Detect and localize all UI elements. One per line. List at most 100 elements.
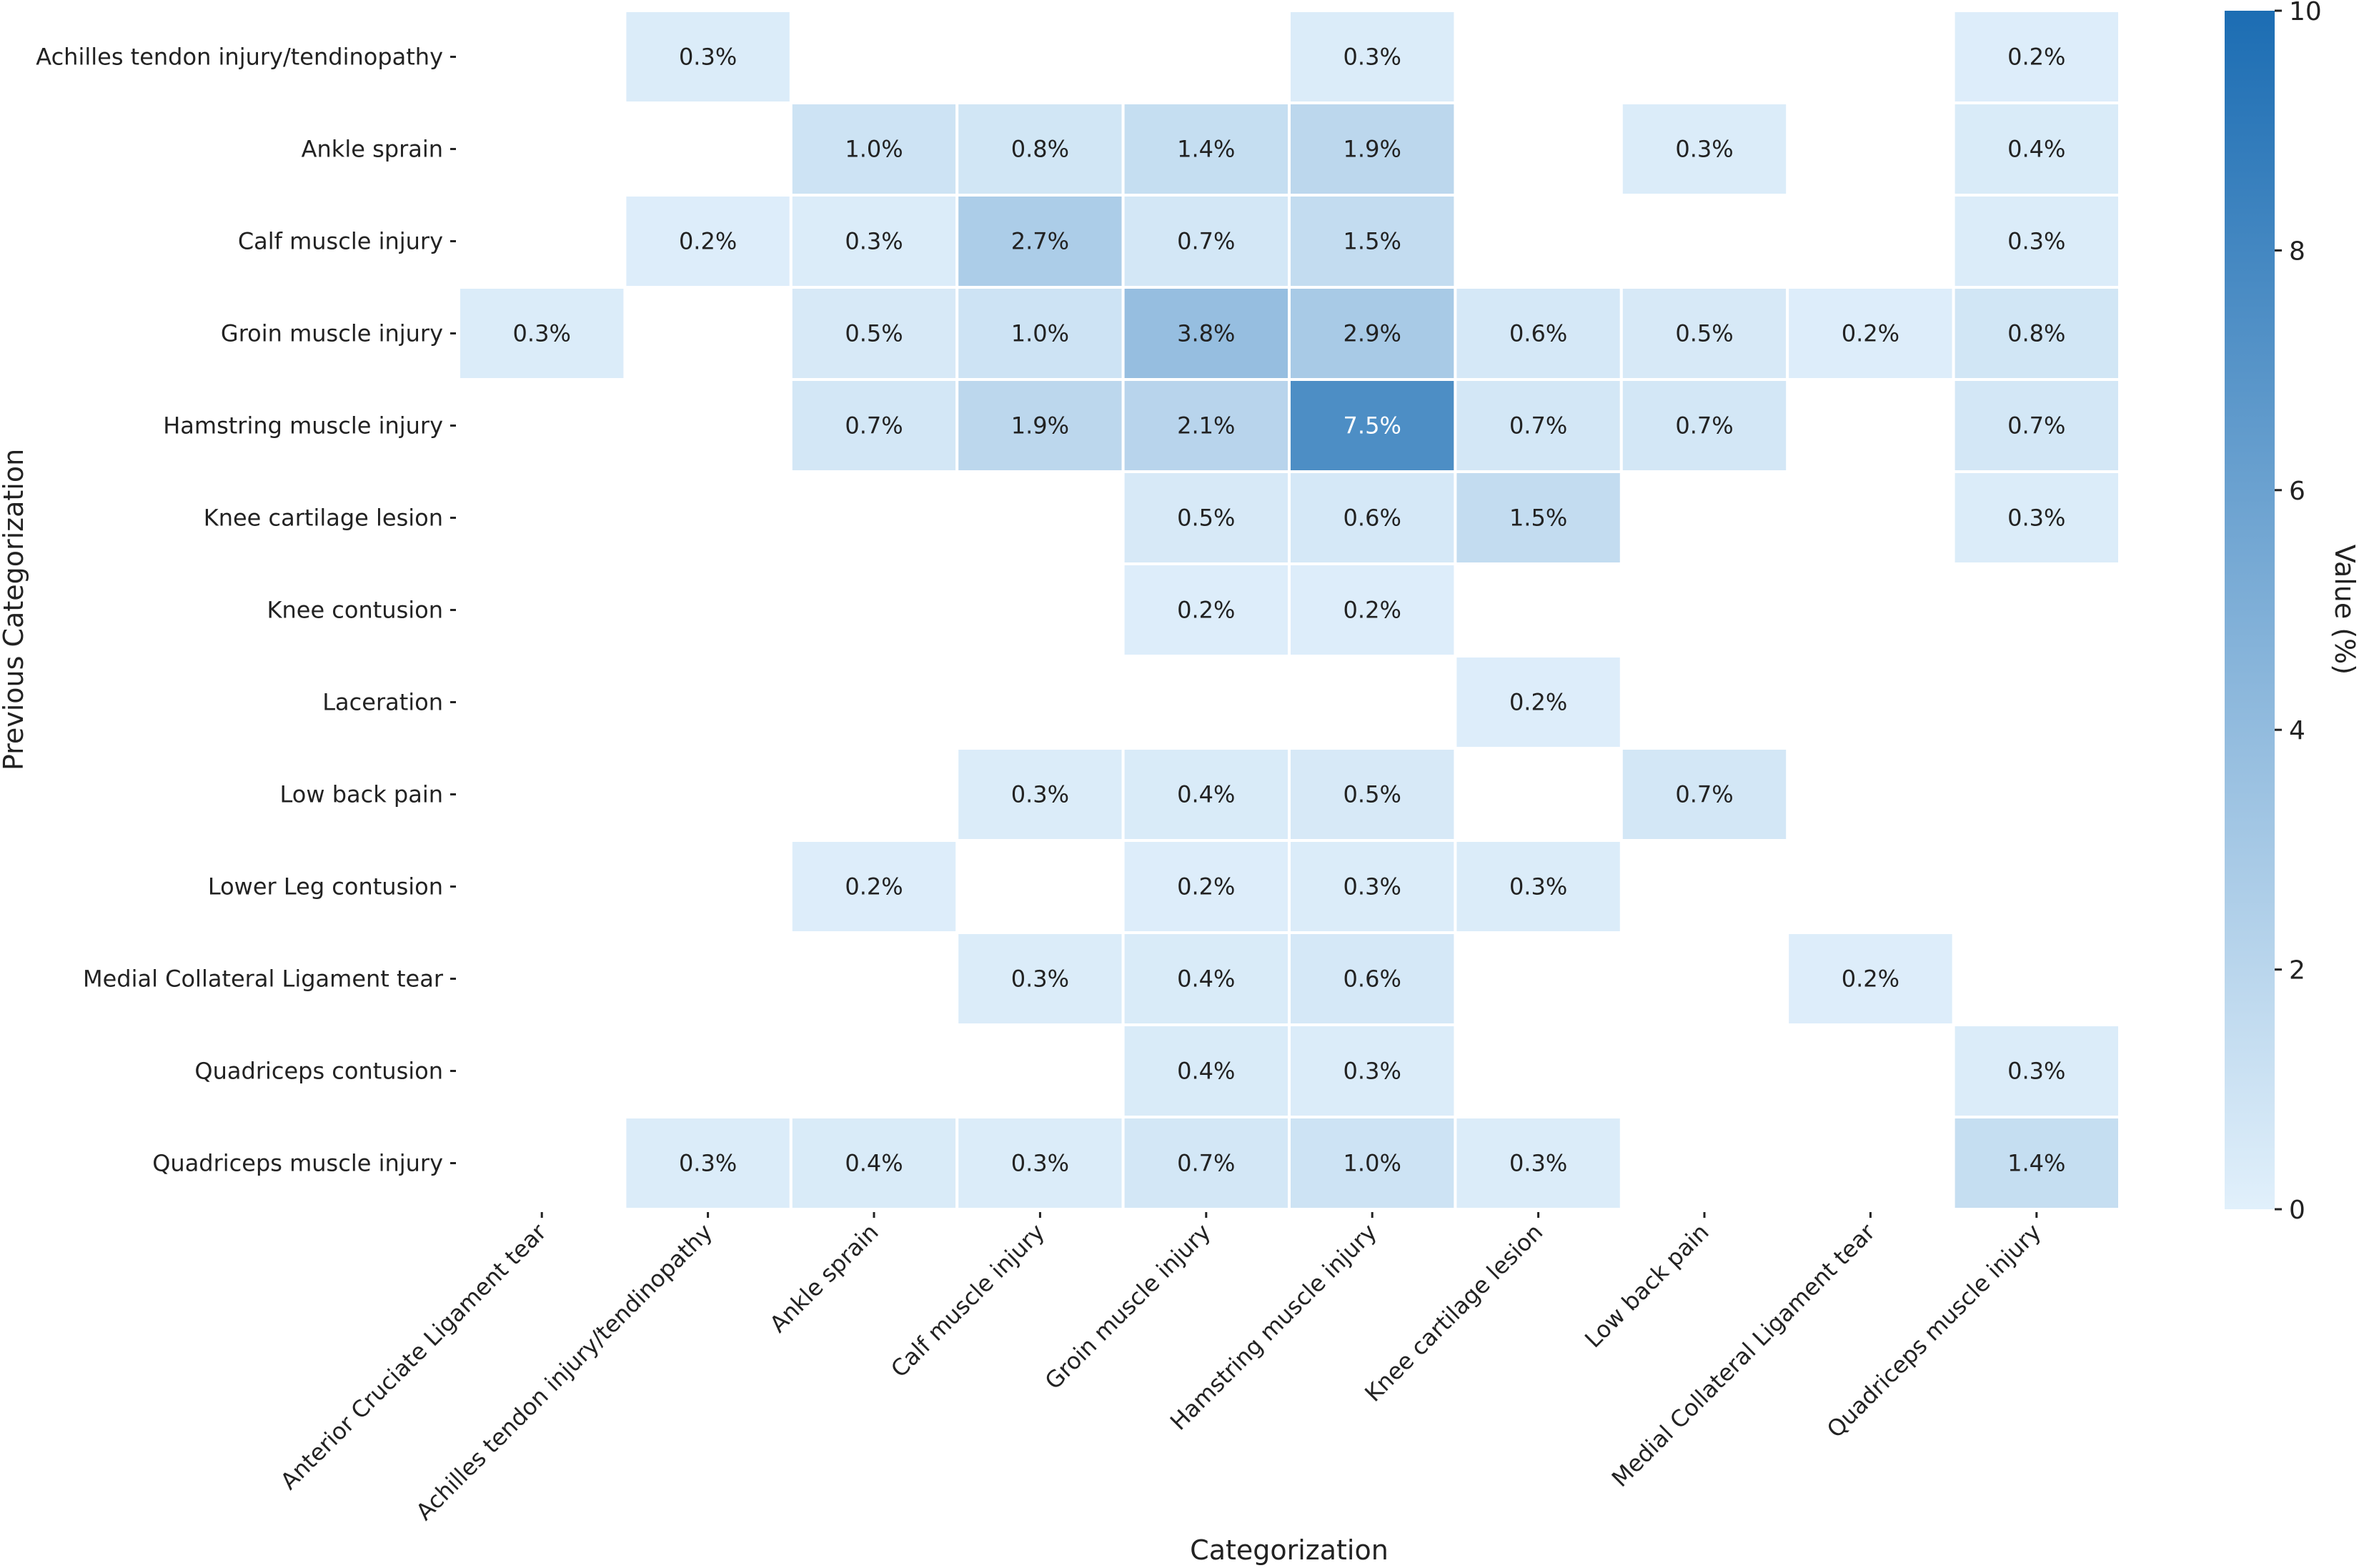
cell-value-label: 0.4%: [1177, 781, 1235, 808]
cell-value-label: 1.9%: [1011, 412, 1069, 440]
cell-value-label: 0.3%: [1011, 966, 1069, 993]
cell-value-label: 0.3%: [2007, 505, 2065, 532]
cell-value-label: 0.3%: [679, 44, 737, 71]
cell-value-label: 0.3%: [1344, 873, 1401, 900]
heatmap-cell: [623, 9, 793, 104]
cell-value-label: 0.2%: [679, 228, 737, 255]
x-tick-labels: Anterior Cruciate Ligament tearAchilles …: [275, 1212, 2046, 1526]
cell-value-label: 2.9%: [1344, 320, 1401, 347]
heatmap-cell: [623, 1116, 793, 1211]
cell-value-label: 1.0%: [1011, 320, 1069, 347]
cell-value-label: 0.7%: [1177, 228, 1235, 255]
heatmap-cell: [1454, 286, 1623, 381]
heatmap-cell: [1121, 931, 1291, 1026]
heatmap-cell: [1121, 1116, 1291, 1211]
heatmap-cell: [789, 378, 959, 473]
cell-value-label: 0.8%: [1011, 136, 1069, 163]
cell-value-label: 0.8%: [2007, 320, 2065, 347]
heatmap-cell: [1454, 839, 1623, 934]
cell-value-label: 0.3%: [1011, 781, 1069, 808]
colorbar-ticks: 0 2 4 6 8 10: [2275, 0, 2322, 1225]
heatmap-cell: [1619, 747, 1789, 842]
cell-value-label: 0.3%: [679, 1150, 737, 1177]
colorbar-tick-label: 4: [2289, 716, 2305, 745]
colorbar-tick-label: 0: [2289, 1196, 2305, 1225]
heatmap-cell: [1952, 1116, 2122, 1211]
cell-value-label: 0.4%: [2007, 136, 2065, 163]
cell-value-label: 0.4%: [1177, 966, 1235, 993]
heatmap-cell: [1121, 562, 1291, 658]
heatmap-cell: [1619, 286, 1789, 381]
y-tick-label: Knee cartilage lesion: [204, 505, 443, 532]
heatmap-cell: [789, 839, 959, 934]
cell-value-label: 0.4%: [845, 1150, 903, 1177]
heatmap-cell: [1288, 931, 1457, 1026]
cell-value-label: 0.2%: [1509, 689, 1567, 716]
heatmap-cells: 0.3% 0.3% 0.2% 1.0% 0.8% 1.4% 1.9% 0.3% 0.4% 0.2%…: [457, 9, 2122, 1211]
cell-value-label: 0.3%: [513, 320, 571, 347]
heatmap-cell: [457, 286, 627, 381]
colorbar-tick-label: 2: [2289, 956, 2305, 986]
cell-value-label: 0.5%: [1177, 505, 1235, 532]
cell-value-label: 0.2%: [2007, 44, 2065, 71]
heatmap-cell: [1288, 839, 1457, 934]
heatmap-cell: [1288, 286, 1457, 381]
x-tick-label: Anterior Cruciate Ligament tear: [275, 1218, 552, 1494]
heatmap-cell: [1454, 655, 1623, 750]
y-tick-label: Groin muscle injury: [221, 320, 443, 347]
y-tick-label: Hamstring muscle injury: [163, 412, 443, 440]
x-tick-label: Calf muscle injury: [885, 1219, 1050, 1383]
y-tick-label: Medial Collateral Ligament tear: [83, 966, 444, 993]
cell-value-label: 0.7%: [1177, 1150, 1235, 1177]
cell-value-label: 0.7%: [1675, 412, 1733, 440]
cell-value-label: 0.2%: [1177, 597, 1235, 624]
cell-value-label: 0.3%: [1509, 1150, 1567, 1177]
x-tick-label: Groin muscle injury: [1040, 1219, 1216, 1395]
cell-value-label: 0.3%: [2007, 228, 2065, 255]
cell-value-label: 0.3%: [1011, 1150, 1069, 1177]
colorbar-tick-label: 8: [2289, 237, 2305, 266]
cell-value-label: 0.7%: [1675, 781, 1733, 808]
cell-value-label: 0.4%: [1177, 1058, 1235, 1085]
heatmap-cell: [1952, 470, 2122, 565]
cell-value-label: 1.0%: [1344, 1150, 1401, 1177]
colorbar-title: Value (%): [2329, 545, 2359, 675]
heatmap-cell: [1288, 378, 1457, 473]
cell-value-label: 2.1%: [1177, 412, 1235, 440]
colorbar-tick-label: 10: [2289, 0, 2322, 26]
cell-value-label: 0.3%: [1344, 44, 1401, 71]
cell-value-label: 2.7%: [1011, 228, 1069, 255]
y-tick-label: Achilles tendon injury/tendinopathy: [36, 44, 443, 71]
heatmap-cell: [789, 1116, 959, 1211]
heatmap-cell: [1952, 1023, 2122, 1118]
cell-value-label: 3.8%: [1177, 320, 1235, 347]
cell-value-label: 0.5%: [1344, 781, 1401, 808]
cell-value-label: 7.5%: [1344, 412, 1401, 440]
y-tick-label: Laceration: [322, 689, 443, 716]
y-tick-labels: Achilles tendon injury/tendinopathy Ankle…: [36, 44, 456, 1177]
y-axis-title: Previous Categorization: [0, 449, 29, 770]
cell-value-label: 0.3%: [2007, 1058, 2065, 1085]
heatmap-cell: [1619, 101, 1789, 197]
heatmap-cell: [1454, 470, 1623, 565]
cell-value-label: 0.2%: [1842, 966, 1899, 993]
heatmap-cell: [1121, 747, 1291, 842]
cell-value-label: 0.7%: [845, 412, 903, 440]
cell-value-label: 1.4%: [1177, 136, 1235, 163]
x-tick-label: Achilles tendon injury/tendinopathy: [411, 1219, 718, 1526]
cell-value-label: 0.3%: [1509, 873, 1567, 900]
cell-value-label: 0.7%: [1509, 412, 1567, 440]
x-tick-label: Medial Collateral Ligament tear: [1606, 1218, 1881, 1492]
heatmap-cell: [1786, 931, 1955, 1026]
cell-value-label: 1.5%: [1344, 228, 1401, 255]
cell-value-label: 0.3%: [1675, 136, 1733, 163]
colorbar-tick-label: 6: [2289, 477, 2305, 506]
heatmap-cell: [1952, 286, 2122, 381]
heatmap-cell: [955, 1116, 1125, 1211]
heatmap-cell: [1454, 378, 1623, 473]
cell-value-label: 0.2%: [845, 873, 903, 900]
heatmap-cell: [1454, 1116, 1623, 1211]
heatmap-cell: [1121, 378, 1291, 473]
cell-value-label: 0.5%: [1675, 320, 1733, 347]
